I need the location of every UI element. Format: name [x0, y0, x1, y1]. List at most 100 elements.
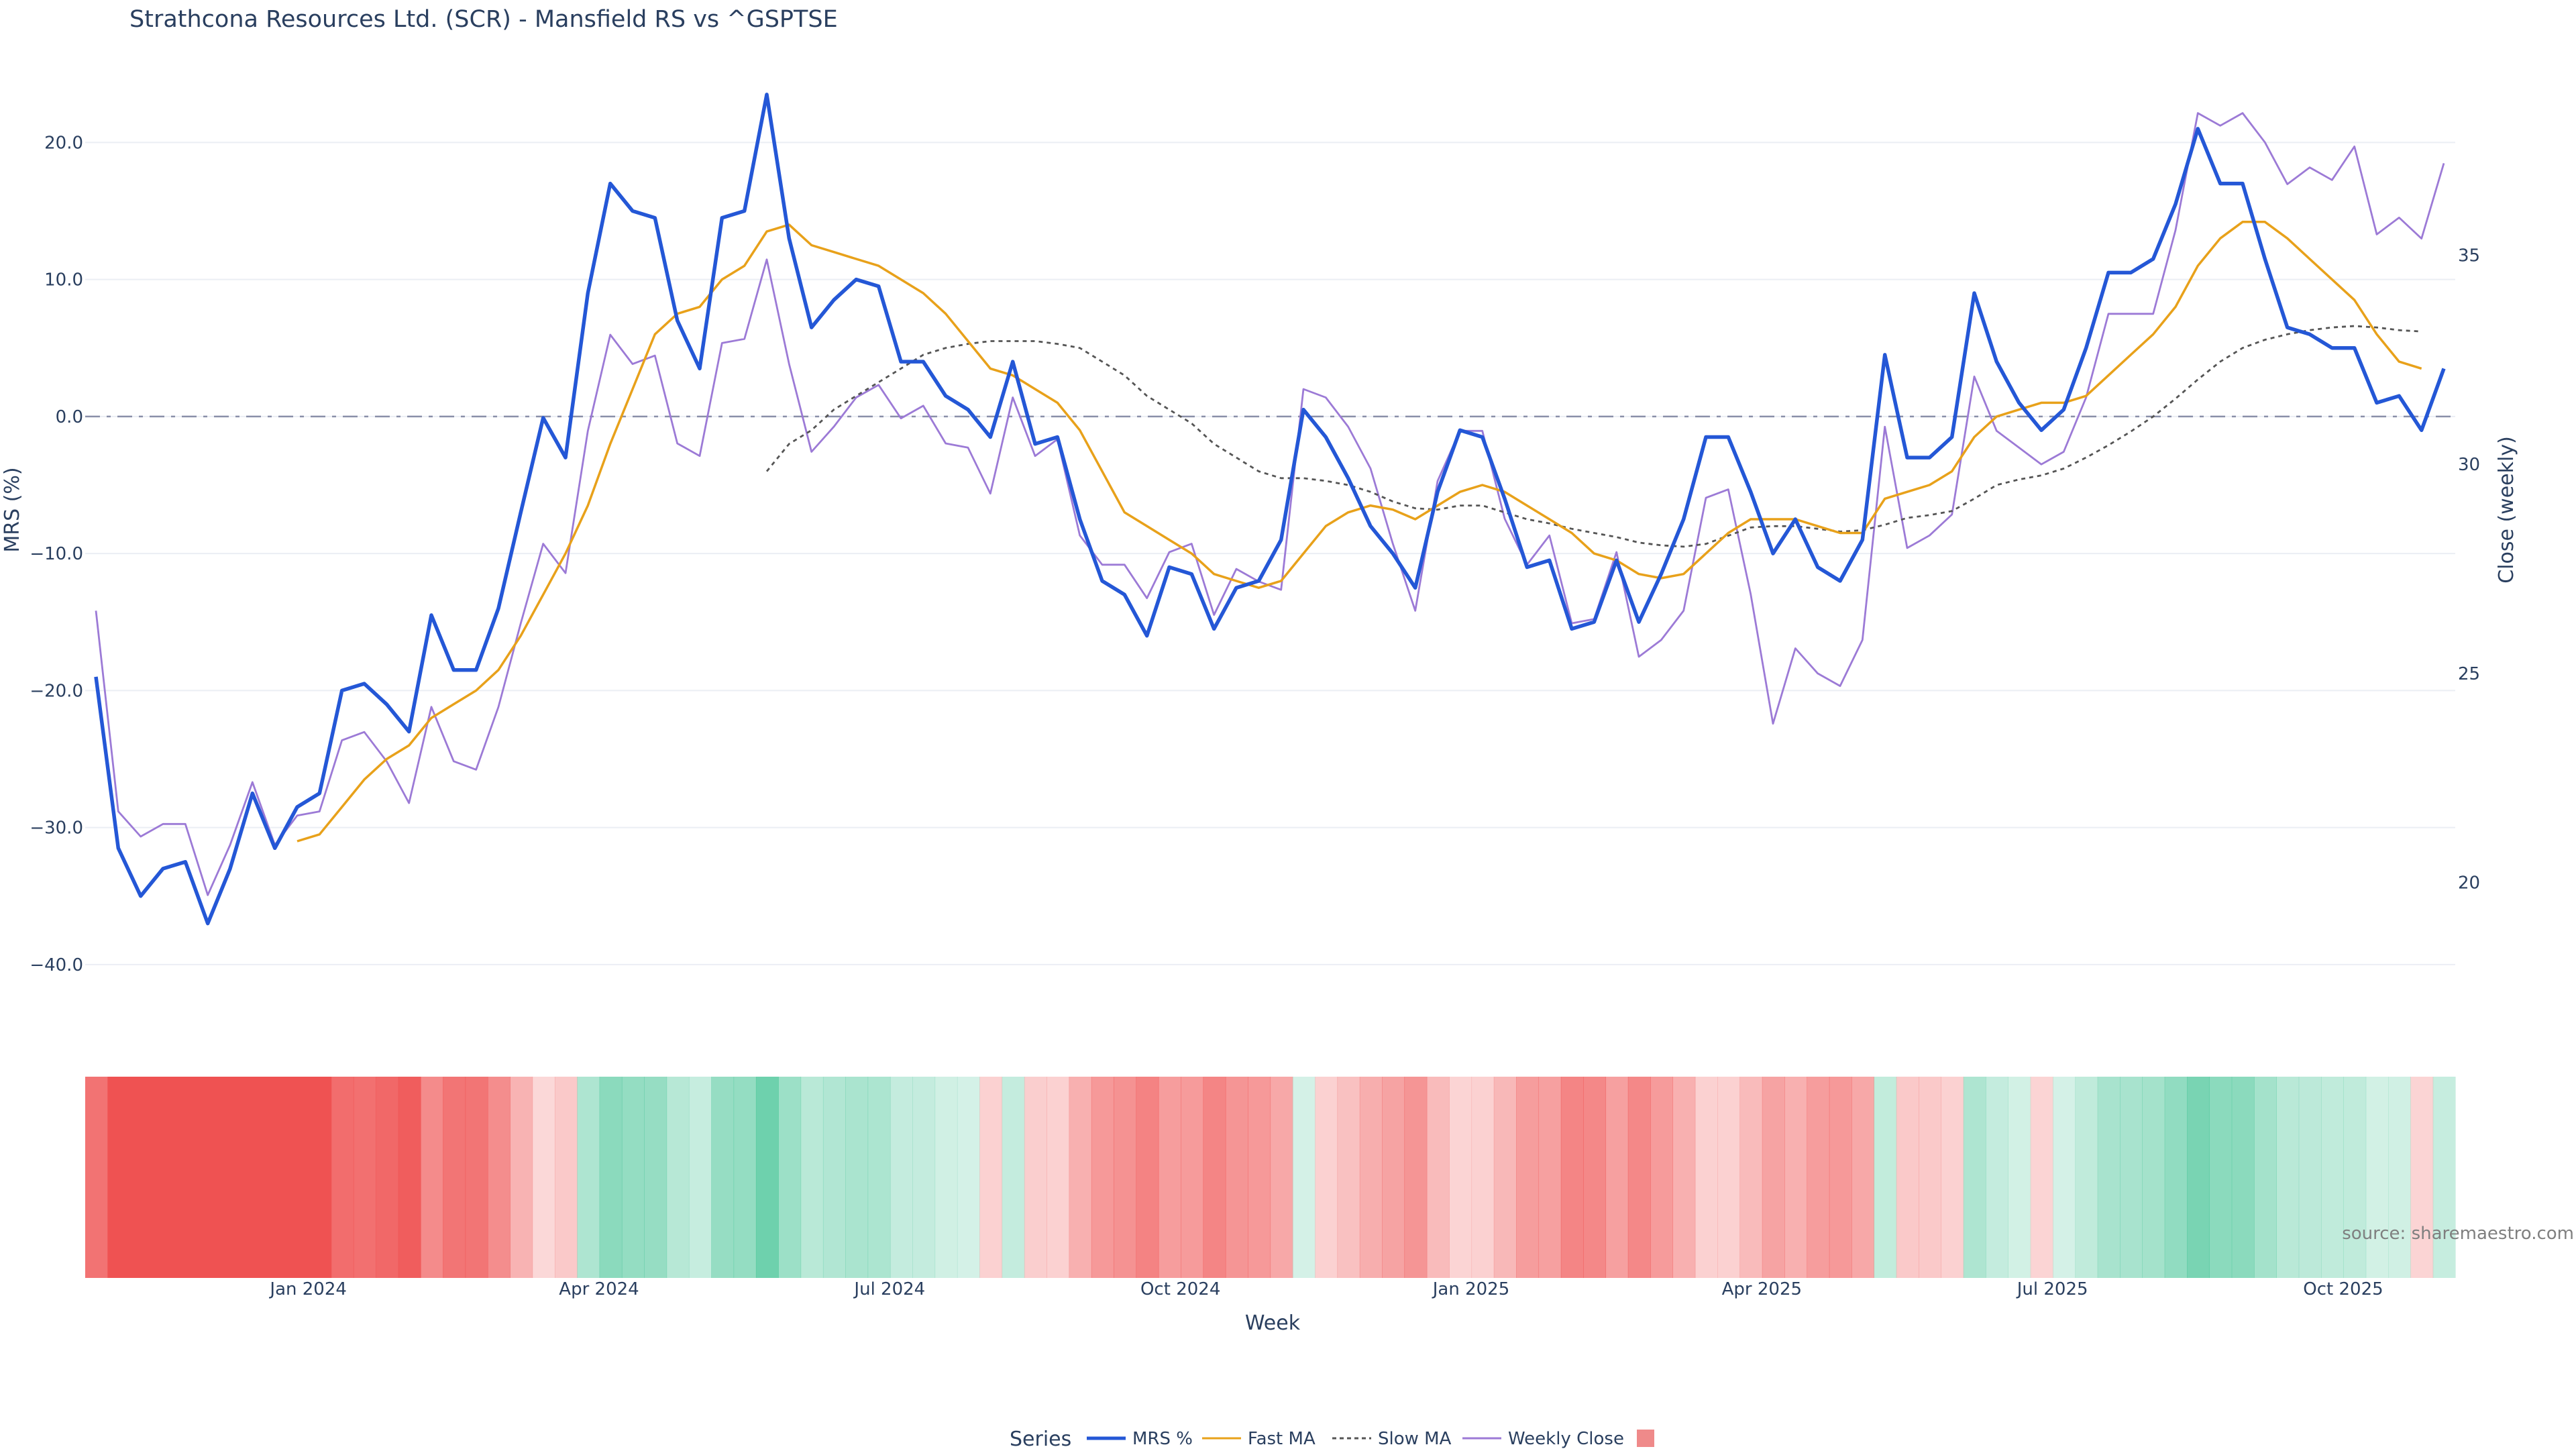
series-line-mrs — [94, 93, 2446, 926]
heatmap-cell — [599, 1077, 623, 1278]
heatmap-cell — [353, 1077, 376, 1278]
x-tick-label: Jan 2024 — [268, 1279, 347, 1299]
heatmap-cell — [554, 1077, 578, 1278]
y-axis-left: 20.0 10.0 0.0 −10.0 −20.0 −30.0 −40.0 — [30, 133, 83, 975]
heatmap-cell — [420, 1077, 443, 1278]
heatmap-cell — [1158, 1077, 1181, 1278]
chart-title: Strathcona Resources Ltd. (SCR) - Mansfi… — [129, 6, 838, 33]
heatmap-cell — [2365, 1077, 2389, 1278]
series-line-slow-ma — [765, 325, 2422, 548]
heatmap-cell — [822, 1077, 846, 1278]
heatmap-cell — [1963, 1077, 1986, 1278]
heatmap-cell — [2254, 1077, 2277, 1278]
heatmap-cell — [264, 1077, 287, 1278]
heatmap-cell — [979, 1077, 1003, 1278]
y-tick-label-left: 10.0 — [44, 270, 83, 290]
legend-title: Series — [1010, 1428, 1071, 1449]
heatmap-cell — [2030, 1077, 2053, 1278]
heatmap-cell — [1784, 1077, 1808, 1278]
heatmap-cell — [1292, 1077, 1316, 1278]
heatmap-cell — [2388, 1077, 2411, 1278]
x-tick-label: Jul 2024 — [853, 1279, 925, 1299]
heatmap-cell — [2432, 1077, 2456, 1278]
heatmap-cell — [1583, 1077, 1607, 1278]
heatmap-cell — [1114, 1077, 1137, 1278]
heatmap-cell — [1851, 1077, 1875, 1278]
heatmap-cell — [107, 1077, 131, 1278]
heatmap-cell — [733, 1077, 757, 1278]
heatmap-cell — [443, 1077, 466, 1278]
x-axis-title: Week — [1245, 1311, 1301, 1335]
heatmap-cell — [465, 1077, 488, 1278]
heatmap-cell — [1717, 1077, 1741, 1278]
heatmap-cell — [2120, 1077, 2143, 1278]
heatmap-cell — [934, 1077, 958, 1278]
heatmap-cell — [1493, 1077, 1517, 1278]
heatmap-band — [85, 1077, 2456, 1278]
y-axis-right: 35 30 25 20 — [2458, 246, 2480, 894]
y-tick-label-left: −10.0 — [30, 544, 83, 564]
y-tick-label-left: 0.0 — [56, 407, 83, 427]
heatmap-cell — [1672, 1077, 1696, 1278]
y-axis-left-title: MRS (%) — [1, 467, 24, 552]
heatmap-cell — [755, 1077, 779, 1278]
heatmap-cell — [129, 1077, 153, 1278]
y-tick-label-left: −20.0 — [30, 681, 83, 701]
heatmap-cell — [376, 1077, 399, 1278]
heatmap-cell — [912, 1077, 936, 1278]
heatmap-cell — [1337, 1077, 1360, 1278]
y-tick-label-right: 25 — [2458, 664, 2480, 684]
x-axis: Jan 2024 Apr 2024 Jul 2024 Oct 2024 Jan 2025… — [268, 1279, 2383, 1299]
heatmap-cell — [2276, 1077, 2300, 1278]
heatmap-cell — [1807, 1077, 1830, 1278]
heatmap-cell — [2231, 1077, 2255, 1278]
heatmap-cell — [2209, 1077, 2233, 1278]
heatmap-cell — [152, 1077, 175, 1278]
plot-area — [85, 93, 2455, 926]
heatmap-cell — [331, 1077, 354, 1278]
gridlines — [85, 142, 2455, 965]
heatmap-cell — [577, 1077, 600, 1278]
heatmap-cell — [711, 1077, 735, 1278]
heatmap-cell — [644, 1077, 667, 1278]
legend: Series MRS % Fast MA Slow MA Weekly Close — [1010, 1428, 1654, 1449]
heatmap-cell — [2410, 1077, 2434, 1278]
heatmap-cell — [1986, 1077, 2008, 1278]
heatmap-cell — [1315, 1077, 1338, 1278]
x-tick-label: Apr 2024 — [559, 1279, 639, 1299]
x-tick-label: Jul 2025 — [2016, 1279, 2088, 1299]
legend-label: Weekly Close — [1508, 1429, 1624, 1449]
source-note: source: sharemaestro.com — [2342, 1224, 2574, 1244]
heatmap-cell — [2343, 1077, 2367, 1278]
y-tick-label-right: 30 — [2458, 455, 2480, 475]
x-tick-label: Oct 2025 — [2303, 1279, 2383, 1299]
heatmap-cell — [85, 1077, 108, 1278]
heatmap-cell — [532, 1077, 555, 1278]
heatmap-cell — [1739, 1077, 1763, 1278]
heatmap-cell — [1650, 1077, 1674, 1278]
heatmap-cell — [621, 1077, 645, 1278]
legend-swatch-band — [1637, 1430, 1654, 1447]
series-line-weekly-close — [95, 112, 2445, 896]
heatmap-cell — [2321, 1077, 2344, 1278]
heatmap-cell — [286, 1077, 309, 1278]
heatmap-cell — [2008, 1077, 2031, 1278]
heatmap-cell — [2187, 1077, 2210, 1278]
heatmap-cell — [957, 1077, 980, 1278]
heatmap-cell — [1404, 1077, 1428, 1278]
heatmap-cell — [1695, 1077, 1718, 1278]
y-tick-label-left: 20.0 — [44, 133, 83, 153]
heatmap-cell — [510, 1077, 533, 1278]
legend-label: Slow MA — [1378, 1429, 1452, 1449]
heatmap-cell — [1203, 1077, 1226, 1278]
heatmap-cell — [1248, 1077, 1271, 1278]
heatmap-cell — [1627, 1077, 1651, 1278]
heatmap-cell — [1046, 1077, 1070, 1278]
series-line-fast-ma — [297, 221, 2422, 843]
x-tick-label: Oct 2024 — [1140, 1279, 1220, 1299]
heatmap-cell — [2053, 1077, 2076, 1278]
heatmap-cell — [1024, 1077, 1047, 1278]
heatmap-cell — [1516, 1077, 1540, 1278]
y-tick-label-left: −40.0 — [30, 955, 83, 975]
heatmap-cell — [1225, 1077, 1248, 1278]
